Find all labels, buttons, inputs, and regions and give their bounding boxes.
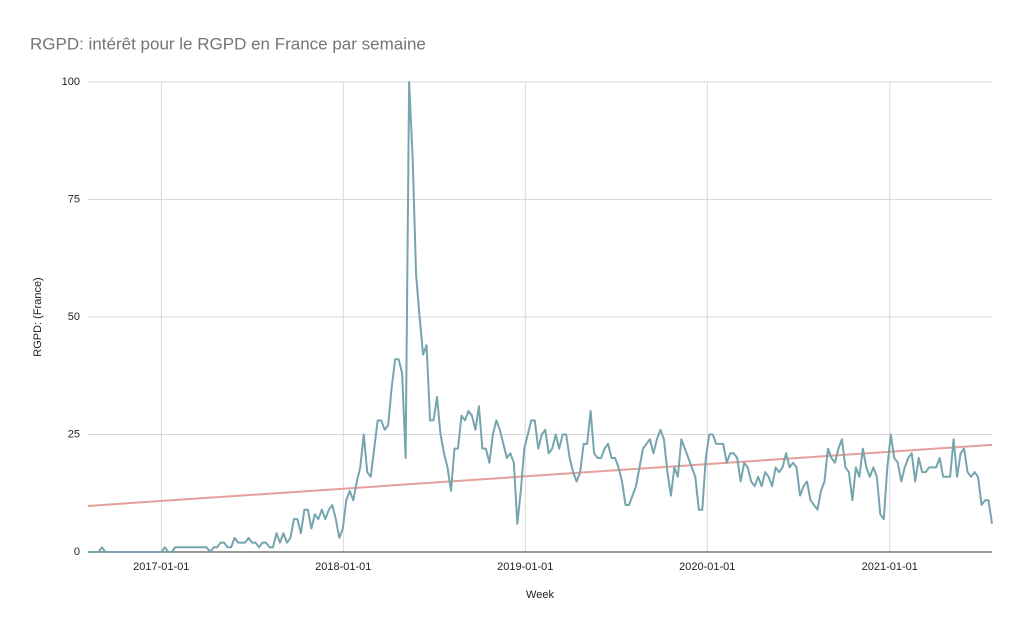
x-tick-label: 2020-01-01 [679,561,735,573]
x-tick-label: 2019-01-01 [497,561,553,573]
chart-title: RGPD: intérêt pour le RGPD en France par… [30,34,426,53]
x-tick-label: 2021-01-01 [862,561,918,573]
y-tick-label: 50 [68,311,80,323]
y-tick-label: 0 [74,546,80,558]
y-tick-label: 75 [68,193,80,205]
x-tick-label: 2018-01-01 [315,561,371,573]
x-axis-label: Week [526,589,554,601]
data-line [88,81,993,553]
x-tick-label: 2017-01-01 [133,561,189,573]
y-axis-label: RGPD: (France) [32,277,44,356]
trendline [87,443,993,507]
y-tick-label: 25 [68,428,80,440]
y-tick-label: 100 [62,76,80,88]
